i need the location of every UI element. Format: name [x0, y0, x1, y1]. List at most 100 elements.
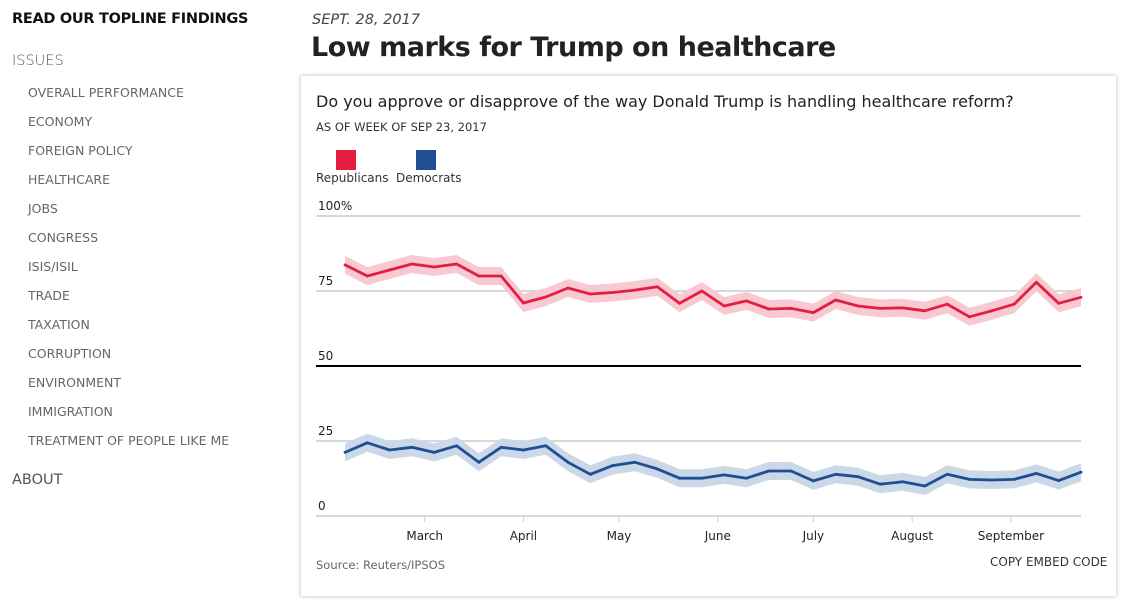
y-tick-label: 75 — [318, 274, 333, 288]
republicans-point — [878, 307, 882, 310]
sidebar-item-healthcare[interactable]: HEALTHCARE — [28, 172, 110, 187]
sidebar-item-corruption[interactable]: CORRUPTION — [28, 346, 112, 361]
democrats-point — [789, 469, 793, 473]
democrats-point — [990, 478, 994, 482]
republicans-point — [388, 268, 392, 272]
republicans-point — [432, 265, 436, 269]
republicans-point — [633, 288, 637, 292]
sidebar-item-treatment-of-people-like-me[interactable]: TREATMENT OF PEOPLE LIKE ME — [28, 433, 230, 448]
sidebar-item-jobs[interactable]: JOBS — [28, 201, 58, 216]
democrats-point — [923, 484, 927, 488]
chart-title: Do you approve or disapprove of the way … — [316, 92, 1014, 111]
democrats-point — [655, 467, 659, 471]
democrats-point — [767, 469, 771, 473]
democrats-point — [811, 479, 815, 483]
republicans-point — [588, 292, 592, 296]
republicans-point — [834, 298, 838, 302]
republicans-point — [611, 291, 615, 294]
legend-label-democrats: Democrats — [396, 171, 462, 185]
democrats-point — [611, 464, 615, 467]
chart-subtitle: AS OF WEEK OF SEP 23, 2017 — [316, 120, 487, 134]
democrats-point — [700, 476, 704, 480]
democrats-confidence-band — [345, 433, 1081, 495]
sidebar-item-taxation[interactable]: TAXATION — [28, 317, 90, 332]
democrats-point — [1012, 478, 1016, 481]
republicans-point — [365, 274, 369, 278]
republicans-point — [1012, 302, 1016, 306]
republicans-point — [968, 315, 971, 319]
democrats-point — [388, 448, 392, 452]
republicans-point — [767, 307, 771, 311]
sidebar-item-about[interactable]: ABOUT — [12, 472, 63, 488]
republicans-point — [990, 309, 994, 313]
copy-embed-code-button[interactable]: COPY EMBED CODE — [990, 555, 1108, 569]
article-date: SEPT. 28, 2017 — [312, 12, 421, 28]
republicans-point — [410, 262, 414, 266]
sidebar-item-foreign-policy[interactable]: FOREIGN POLICY — [28, 143, 133, 158]
republicans-point — [722, 304, 726, 308]
democrats-point — [945, 472, 949, 476]
republicans-point — [811, 311, 815, 314]
republicans-point — [544, 295, 548, 299]
democrats-point — [722, 473, 726, 477]
x-tick-label: September — [978, 529, 1044, 543]
republicans-point — [1079, 295, 1083, 299]
republicans-point — [499, 274, 503, 278]
democrats-line — [344, 441, 1082, 488]
democrats-point — [588, 472, 592, 476]
republicans-point — [477, 274, 481, 278]
democrats-point — [410, 445, 414, 449]
sidebar-item-environment[interactable]: ENVIRONMENT — [28, 375, 122, 390]
sidebar-item-congress[interactable]: CONGRESS — [28, 230, 99, 245]
sidebar-item-overall-performance[interactable]: OVERALL PERFORMANCE — [28, 85, 184, 100]
x-tick-label: April — [510, 529, 537, 543]
y-tick-label: 25 — [318, 424, 333, 438]
democrats-point — [745, 476, 748, 480]
legend-label-republicans: Republicans — [316, 171, 389, 185]
legend-swatch-democrats — [416, 150, 436, 170]
republicans-point — [1034, 280, 1038, 284]
republicans-point — [745, 299, 748, 303]
x-tick-label: March — [406, 529, 443, 543]
democrats-point — [968, 478, 971, 481]
democrats-point — [878, 482, 882, 486]
legend-swatch-republicans — [336, 150, 356, 170]
x-tick-label: August — [891, 529, 933, 543]
x-tick-label: June — [704, 529, 731, 543]
y-tick-label: 50 — [318, 349, 333, 363]
republicans-point — [923, 309, 927, 313]
democrats-point — [343, 451, 347, 454]
republicans-point — [856, 304, 860, 308]
democrats-point — [522, 448, 525, 452]
x-tick-label: May — [607, 529, 632, 543]
democrats-point — [455, 444, 458, 448]
democrats-point — [1057, 479, 1061, 482]
democrats-point — [365, 441, 369, 445]
democrats-point — [856, 475, 860, 479]
democrats-point — [901, 480, 904, 484]
sidebar-item-economy[interactable]: ECONOMY — [28, 114, 93, 129]
y-tick-label: 100% — [318, 199, 352, 213]
democrats-point — [633, 460, 637, 464]
republicans-point — [678, 301, 681, 305]
republicans-point — [700, 289, 704, 293]
democrats-point — [1079, 470, 1083, 474]
republicans-point — [455, 262, 458, 266]
republicans-point — [789, 307, 793, 310]
chart-card — [301, 76, 1116, 596]
republicans-point — [566, 286, 570, 290]
democrats-point — [544, 444, 548, 448]
x-tick-label: July — [802, 529, 825, 543]
sidebar-item-isis-isil[interactable]: ISIS/ISIL — [28, 259, 78, 274]
republicans-point — [945, 302, 949, 306]
democrats-point — [566, 460, 570, 464]
sidebar-item-immigration[interactable]: IMMIGRATION — [28, 404, 113, 419]
topline-findings-heading[interactable]: READ OUR TOPLINE FINDINGS — [12, 11, 249, 27]
sidebar-item-trade[interactable]: TRADE — [28, 288, 70, 303]
sidebar-section-issues[interactable]: ISSUES — [12, 53, 64, 69]
democrats-point — [678, 476, 681, 480]
page-title: Low marks for Trump on healthcare — [311, 32, 836, 63]
democrats-point — [432, 451, 436, 454]
y-tick-label: 0 — [318, 499, 326, 513]
